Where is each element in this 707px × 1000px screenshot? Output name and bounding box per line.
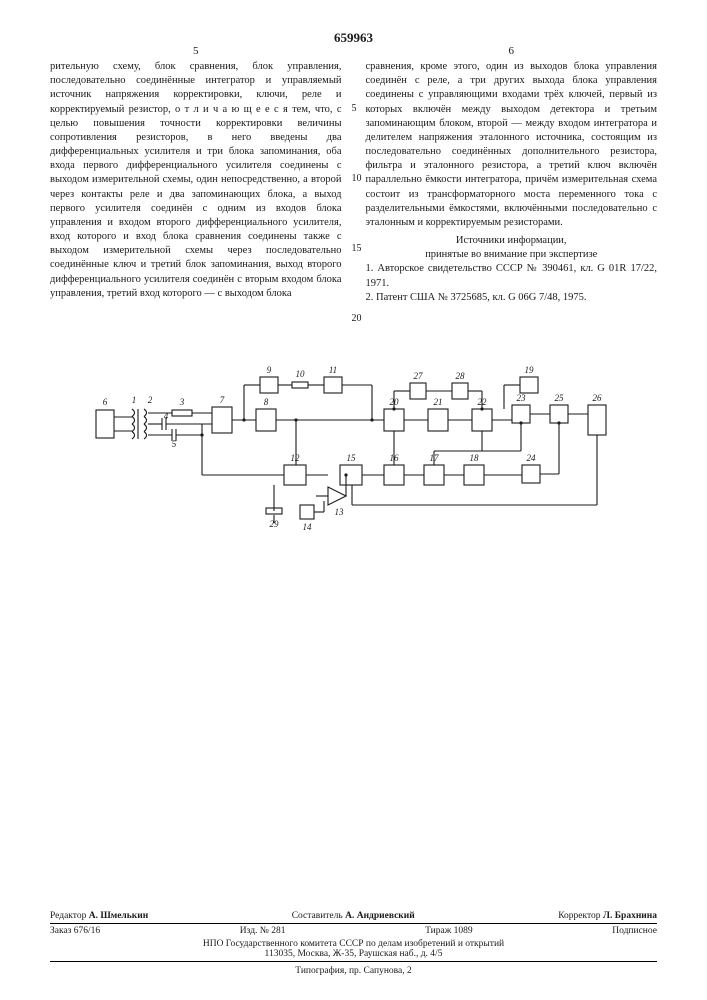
- svg-text:24: 24: [526, 453, 536, 463]
- svg-text:18: 18: [469, 453, 479, 463]
- svg-text:26: 26: [592, 393, 602, 403]
- svg-text:15: 15: [346, 453, 356, 463]
- left-col-number: 5: [193, 44, 199, 59]
- svg-text:11: 11: [328, 365, 336, 375]
- svg-text:20: 20: [389, 397, 399, 407]
- svg-text:4: 4: [163, 411, 168, 421]
- svg-text:22: 22: [477, 397, 487, 407]
- tirazh: Тираж 1089: [425, 926, 473, 936]
- svg-text:29: 29: [269, 519, 279, 529]
- svg-text:14: 14: [302, 522, 312, 532]
- line-marker: 15: [352, 242, 362, 256]
- svg-text:5: 5: [171, 439, 176, 449]
- svg-text:13: 13: [334, 507, 344, 517]
- footer-org: НПО Государственного комитета СССР по де…: [50, 939, 657, 949]
- right-column: 6 5 10 15 20 сравнения, кроме этого, оди…: [366, 60, 658, 305]
- footer-credits: Редактор А. Шмелькин Составитель А. Андр…: [50, 911, 657, 924]
- svg-text:21: 21: [433, 397, 442, 407]
- corrector: Корректор Л. Брахнина: [558, 911, 657, 921]
- left-col-text: рительную схему, блок сравнения, блок уп…: [50, 60, 342, 301]
- right-col-text: сравнения, кроме этого, один из выходов …: [366, 60, 658, 230]
- order-no: Заказ 676/16: [50, 926, 100, 936]
- svg-text:3: 3: [178, 397, 184, 407]
- footer: Редактор А. Шмелькин Составитель А. Андр…: [50, 911, 657, 976]
- svg-text:19: 19: [524, 365, 534, 375]
- svg-text:9: 9: [266, 365, 271, 375]
- compiler: Составитель А. Андриевский: [292, 911, 415, 921]
- source-2: 2. Патент США № 3725685, кл. G 06G 7/48,…: [366, 291, 658, 305]
- svg-text:8: 8: [263, 397, 268, 407]
- svg-text:28: 28: [455, 371, 465, 381]
- footer-address: 113035, Москва, Ж-35, Раушская наб., д. …: [50, 949, 657, 962]
- right-col-number: 6: [509, 44, 515, 59]
- line-marker: 20: [352, 312, 362, 326]
- svg-text:16: 16: [389, 453, 399, 463]
- svg-text:17: 17: [429, 453, 439, 463]
- svg-text:25: 25: [554, 393, 564, 403]
- page: 659963 5 рительную схему, блок сравнения…: [0, 0, 707, 1000]
- izd-no: Изд. № 281: [240, 926, 286, 936]
- svg-text:10: 10: [295, 369, 305, 379]
- svg-text:1: 1: [131, 395, 136, 405]
- patent-number: 659963: [50, 30, 657, 46]
- footer-typography: Типография, пр. Сапунова, 2: [50, 966, 657, 976]
- svg-text:23: 23: [516, 393, 526, 403]
- line-marker: 10: [352, 172, 362, 186]
- footer-print-info: Заказ 676/16 Изд. № 281 Тираж 1089 Подпи…: [50, 926, 657, 938]
- editor: Редактор А. Шмелькин: [50, 911, 148, 921]
- svg-text:27: 27: [413, 371, 423, 381]
- text-columns: 5 рительную схему, блок сравнения, блок …: [50, 60, 657, 305]
- svg-text:2: 2: [147, 395, 152, 405]
- sources-heading: Источники информации, принятые во вниман…: [366, 234, 658, 262]
- left-column: 5 рительную схему, блок сравнения, блок …: [50, 60, 342, 305]
- source-1: 1. Авторское свидетельство СССР № 390461…: [366, 262, 658, 290]
- svg-text:12: 12: [290, 453, 300, 463]
- circuit-diagram: 6123457891011202122232526272819121314291…: [50, 355, 657, 555]
- line-marker: 5: [352, 102, 357, 116]
- diagram-svg: 6123457891011202122232526272819121314291…: [84, 355, 624, 555]
- podpis: Подписное: [612, 926, 657, 936]
- svg-text:7: 7: [219, 395, 224, 405]
- svg-text:6: 6: [102, 397, 107, 407]
